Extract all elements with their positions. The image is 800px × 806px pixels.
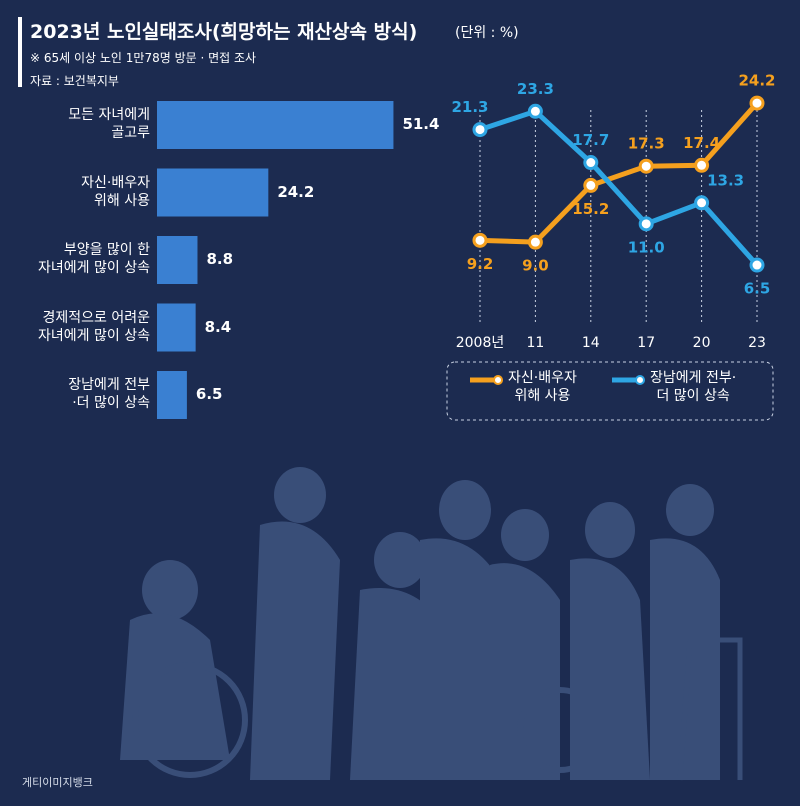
point-value-label: 15.2 xyxy=(572,200,609,218)
point xyxy=(694,195,710,211)
x-tick-label: 20 xyxy=(693,335,711,351)
bar xyxy=(157,371,187,419)
point xyxy=(527,103,543,119)
point xyxy=(472,122,488,138)
bar-category-label: 장남에게 전부 ·더 많이 상속 xyxy=(68,377,150,412)
line-series xyxy=(479,101,759,245)
point-value-label: 23.3 xyxy=(517,80,554,98)
bar xyxy=(157,236,198,284)
legend-marker xyxy=(493,375,503,385)
title-bar xyxy=(18,17,22,87)
point xyxy=(638,216,654,232)
credit: 게티이미지뱅크 xyxy=(22,776,93,789)
bar-category-label: 모든 자녀에게 골고루 xyxy=(68,107,150,142)
bar xyxy=(157,303,196,352)
legend-label: 자신·배우자 위해 사용 xyxy=(508,370,577,405)
legend-marker xyxy=(635,375,645,385)
bar xyxy=(157,101,394,149)
unit: (단위 : %) xyxy=(455,25,519,41)
x-tick-label: 23 xyxy=(748,335,766,351)
source: 자료 : 보건복지부 xyxy=(30,74,119,88)
bar xyxy=(157,168,269,217)
point xyxy=(472,232,488,248)
point xyxy=(638,158,654,174)
point-value-label: 6.5 xyxy=(744,280,771,298)
x-tick-label: 11 xyxy=(526,335,544,351)
x-tick-label: 2008년 xyxy=(456,335,505,351)
point-value-label: 21.3 xyxy=(451,98,488,116)
bar-category-label: 경제적으로 어려운 자녀에게 많이 상속 xyxy=(38,309,150,344)
point xyxy=(694,157,710,173)
bar-value-label: 24.2 xyxy=(277,182,315,201)
point-value-label: 17.4 xyxy=(683,134,720,152)
point xyxy=(527,234,543,250)
x-tick-label: 17 xyxy=(637,335,655,351)
bar-value-label: 8.8 xyxy=(206,250,234,268)
note: ※ 65세 이상 노인 1만78명 방문 · 면접 조사 xyxy=(30,51,257,65)
point-value-label: 17.7 xyxy=(572,131,609,149)
point-value-label: 24.2 xyxy=(738,72,775,90)
legend-label: 장남에게 전부· 더 많이 상속 xyxy=(650,370,737,405)
point xyxy=(583,155,599,171)
bar-value-label: 6.5 xyxy=(195,385,223,403)
point xyxy=(583,177,599,193)
point-value-label: 11.0 xyxy=(628,238,665,256)
silhouettes xyxy=(120,467,743,781)
legend-box xyxy=(446,361,774,421)
bar-category-label: 부양을 많이 한 자녀에게 많이 상속 xyxy=(38,242,150,277)
point-value-label: 9.0 xyxy=(522,257,549,275)
bar-category-label: 자신·배우자 위해 사용 xyxy=(81,174,150,209)
bar-value-label: 8.4 xyxy=(204,317,232,336)
point-value-label: 13.3 xyxy=(707,171,744,189)
line-series xyxy=(479,108,759,267)
point-value-label: 17.3 xyxy=(628,135,665,153)
bar-value-label: 51.4 xyxy=(402,115,440,133)
point xyxy=(749,257,765,273)
x-tick-label: 14 xyxy=(582,335,600,351)
point xyxy=(749,95,765,111)
title: 2023년 노인실태조사(희망하는 재산상속 방식) xyxy=(30,21,418,43)
point-value-label: 9.2 xyxy=(467,255,494,273)
